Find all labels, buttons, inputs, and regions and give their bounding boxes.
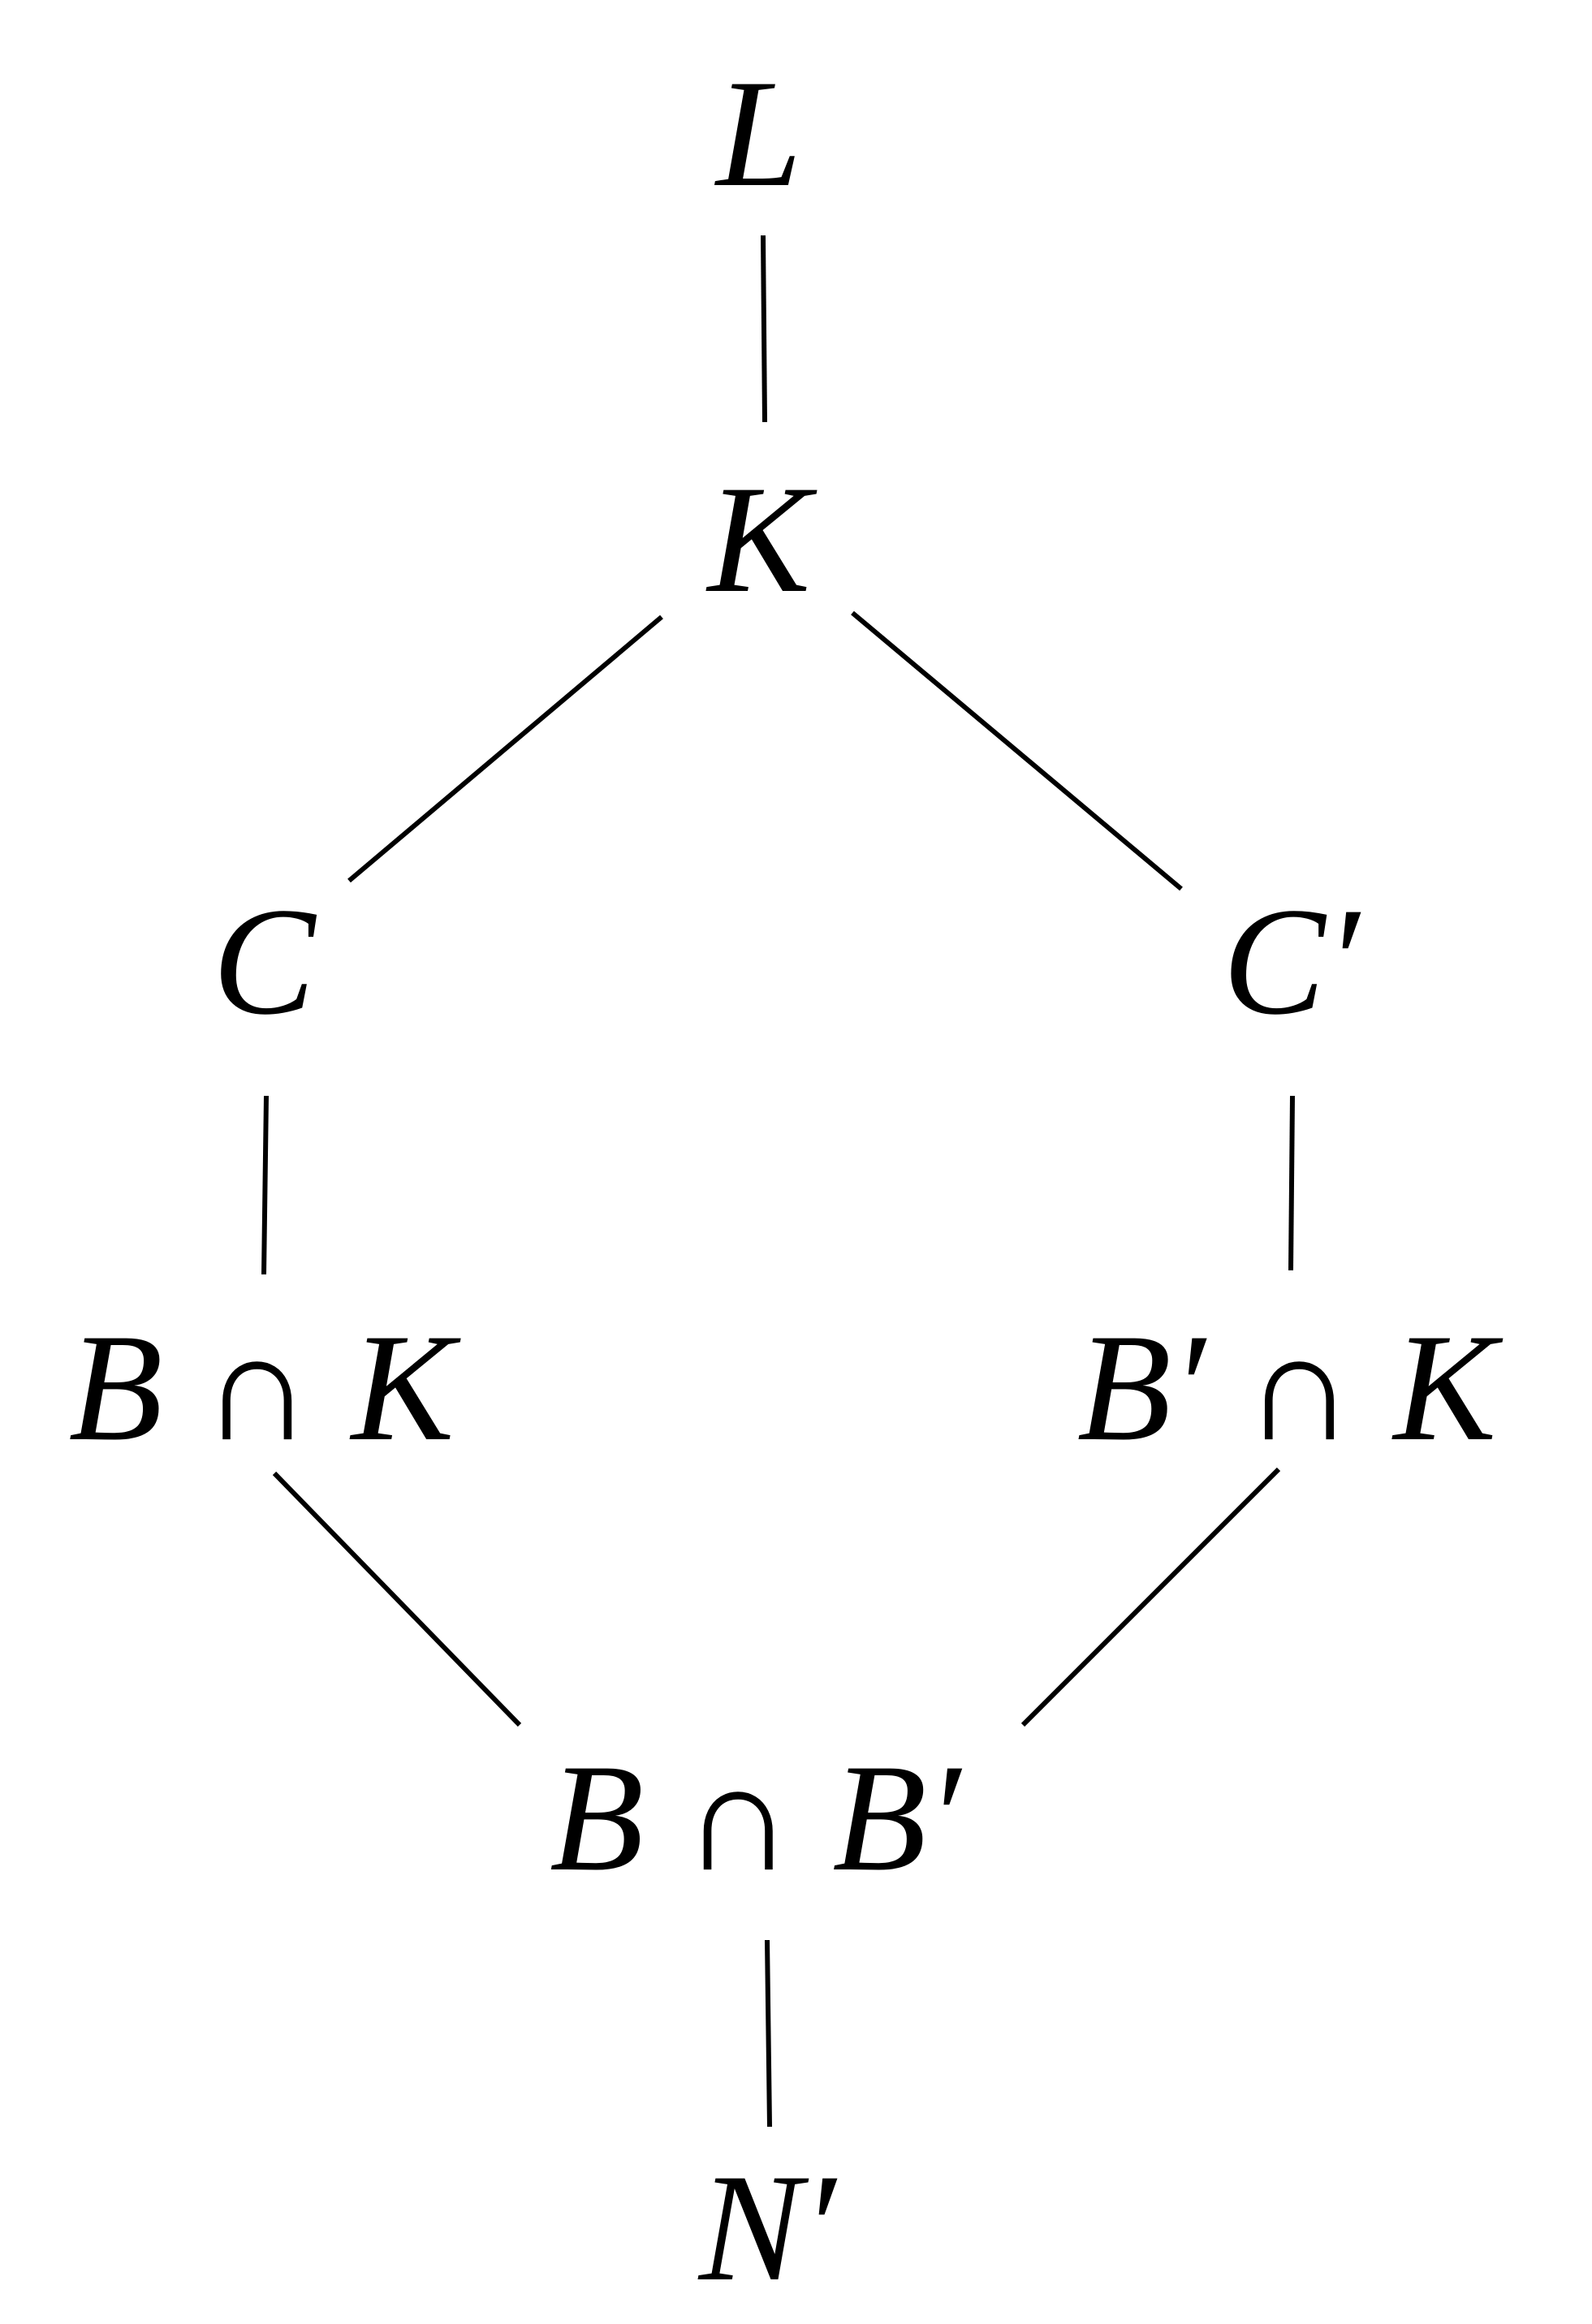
edge-BBp-Np	[765, 1939, 772, 2128]
edge-L-K	[761, 235, 767, 423]
edge-K-Cp	[851, 610, 1183, 891]
node-K: K	[707, 455, 811, 625]
edge-BK-BBp	[272, 1471, 522, 1727]
node-L: L	[716, 49, 802, 219]
node-N-prime: N′	[698, 2143, 836, 2313]
edge-K-C	[347, 614, 663, 883]
edge-C-BK	[261, 1095, 269, 1275]
node-B-prime-cap-K: B′ ∩ K	[1076, 1303, 1497, 1473]
edge-Cp-BpK	[1288, 1095, 1295, 1271]
node-C: C	[212, 877, 316, 1047]
node-B-cap-B-prime: B ∩ B′	[550, 1733, 960, 1904]
edge-BpK-BBp	[1020, 1467, 1281, 1727]
node-C-prime: C′	[1222, 877, 1360, 1047]
node-B-cap-K: B ∩ K	[68, 1303, 455, 1473]
